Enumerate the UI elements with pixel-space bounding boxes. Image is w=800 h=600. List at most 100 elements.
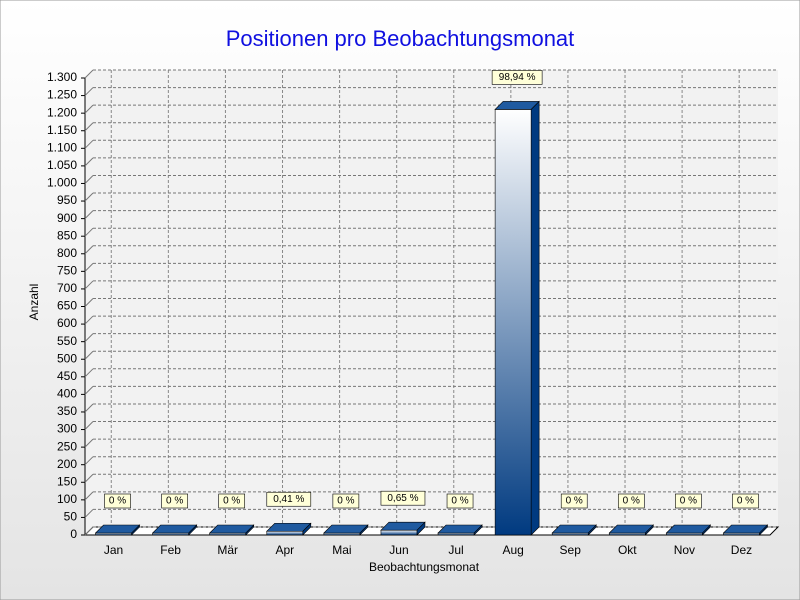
y-tick-label: 1.150 <box>47 123 77 137</box>
bar-top <box>323 524 369 534</box>
y-tick-label: 750 <box>57 264 77 278</box>
y-tick-label: 550 <box>57 334 77 348</box>
y-tick-label: 250 <box>57 439 77 453</box>
y-tick-label: 1.300 <box>47 70 77 84</box>
data-label: 0 % <box>223 496 240 507</box>
bar-top <box>151 524 198 534</box>
grid-line-side <box>84 456 94 466</box>
bar-top <box>208 524 255 534</box>
grid-line-side <box>84 403 94 413</box>
grid-line-side <box>84 509 94 518</box>
y-tick-label: 650 <box>57 299 77 313</box>
grid-line-side <box>84 526 94 536</box>
y-tick-label: 1.100 <box>47 140 77 154</box>
data-label: 0 % <box>166 496 183 507</box>
data-label: 98,94 % <box>499 72 536 83</box>
grid-line-side <box>84 315 94 325</box>
bar-top <box>551 524 597 534</box>
bar-top <box>437 524 483 534</box>
data-label: 0 % <box>737 496 754 507</box>
bar-top <box>665 524 712 534</box>
bar <box>266 530 304 536</box>
bar-top <box>608 524 655 534</box>
x-axis-label: Beobachtungsmonat <box>369 560 480 574</box>
y-tick-label: 700 <box>57 281 77 295</box>
y-tick-label: 500 <box>57 351 77 365</box>
data-label: 0 % <box>623 496 640 507</box>
y-axis-label: Anzahl <box>27 284 41 321</box>
data-label: 0,41 % <box>273 494 304 505</box>
y-tick-label: 850 <box>57 228 77 242</box>
y-tick-label: 900 <box>57 211 77 225</box>
grid-line-side <box>84 227 94 237</box>
x-tick-label: Okt <box>618 543 637 557</box>
x-tick-label: Apr <box>275 543 294 557</box>
y-tick-label: 100 <box>57 492 77 506</box>
data-label-box <box>675 493 702 509</box>
x-tick-label: Jul <box>448 543 463 557</box>
data-label-box <box>161 493 188 509</box>
y-tick-label: 0 <box>70 527 77 541</box>
grid-line-side <box>84 69 94 79</box>
x-tick-label: Aug <box>502 543 523 557</box>
data-label-box <box>266 491 312 507</box>
y-tick-label: 600 <box>57 316 77 330</box>
y-tick-label: 200 <box>57 457 77 471</box>
grid-line-side <box>84 192 94 202</box>
grid-line-side <box>84 245 94 255</box>
data-label-box <box>218 493 246 509</box>
data-label-box <box>491 70 543 85</box>
x-tick-label: Dez <box>731 543 752 557</box>
grid-line-side <box>84 280 94 290</box>
data-label-box <box>380 490 426 506</box>
x-tick-label: Jan <box>104 543 123 557</box>
y-tick-label: 1.200 <box>47 105 77 119</box>
plot-walls <box>83 70 780 536</box>
bar <box>380 529 418 536</box>
bar-top <box>494 101 540 110</box>
grid-line-side <box>84 157 94 167</box>
y-tick-label: 50 <box>64 510 78 524</box>
data-label-box <box>446 493 474 509</box>
grid-line-side <box>84 104 94 114</box>
y-tick-label: 300 <box>57 422 77 436</box>
bar <box>494 109 532 536</box>
chart-title: Positionen pro Beobachtungsmonat <box>226 26 575 51</box>
grid-line-side <box>84 438 94 448</box>
bar-side <box>530 100 540 536</box>
grid-line-side <box>84 139 94 149</box>
y-tick-label: 800 <box>57 246 77 260</box>
bar-top <box>722 524 769 534</box>
data-label-box <box>332 493 360 509</box>
grid-line-side <box>84 421 94 430</box>
x-tick-label: Mai <box>332 543 351 557</box>
bar-top <box>94 524 141 534</box>
data-label: 0 % <box>680 496 697 507</box>
y-tick-label: 350 <box>57 404 77 418</box>
bar-top <box>380 521 426 531</box>
grid-line-side <box>84 491 94 501</box>
grid-line-side <box>84 386 94 395</box>
y-tick-label: 400 <box>57 387 77 401</box>
grid-line-side <box>84 298 94 307</box>
grid-line-side <box>84 87 94 96</box>
x-tick-label: Feb <box>160 543 181 557</box>
grid-line-side <box>84 333 94 343</box>
data-label: 0 % <box>566 496 583 507</box>
data-label-box <box>560 493 588 509</box>
data-label-box <box>732 493 759 509</box>
grid-line-side <box>84 262 94 272</box>
grid-line-side <box>84 473 94 483</box>
x-tick-label: Mär <box>217 543 238 557</box>
data-label-box <box>104 493 131 509</box>
grid-line-side <box>84 350 94 360</box>
x-tick-label: Jun <box>389 543 408 557</box>
grid-line-side <box>84 368 94 378</box>
y-tick-label: 150 <box>57 474 77 488</box>
bar-top <box>266 522 312 532</box>
y-tick-label: 1.000 <box>47 176 77 190</box>
x-tick-label: Nov <box>674 543 695 557</box>
data-label: 0 % <box>109 496 126 507</box>
grid-line-side <box>84 175 94 184</box>
